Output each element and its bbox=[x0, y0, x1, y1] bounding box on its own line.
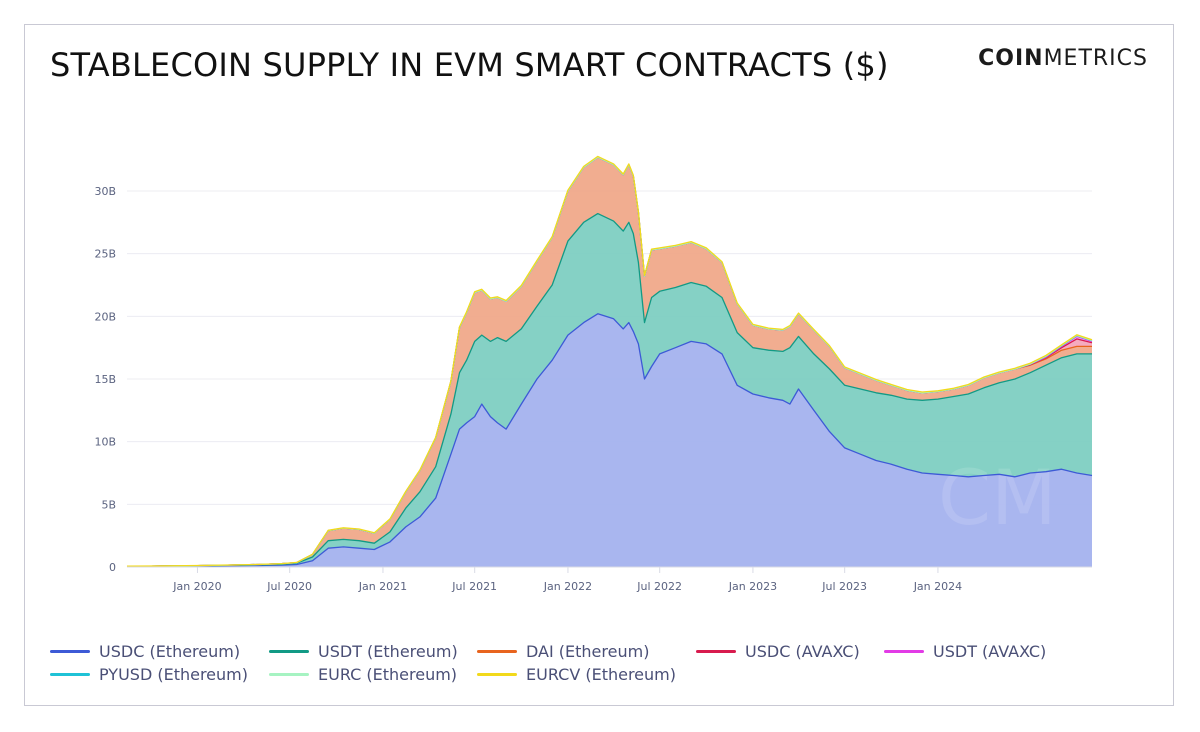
legend-label: PYUSD (Ethereum) bbox=[99, 664, 248, 684]
chart-legend: USDC (Ethereum) USDT (Ethereum) DAI (Ether… bbox=[50, 640, 1150, 700]
brand-logo-light: METRICS bbox=[1043, 46, 1148, 71]
legend-item[interactable]: USDC (Ethereum) bbox=[50, 640, 240, 662]
y-tick-label: 10B bbox=[94, 436, 116, 449]
legend-item[interactable]: DAI (Ethereum) bbox=[477, 640, 649, 662]
stacked-area-chart: CM 0 5B 10B 15B 20B 25B 30B Jan 2020 Jul 2020 Jan… bbox=[94, 155, 1093, 593]
series-line-layer bbox=[126, 155, 1093, 568]
series-line-7 bbox=[126, 155, 1093, 567]
series-area-1 bbox=[127, 213, 1092, 567]
legend-label: USDC (Ethereum) bbox=[99, 641, 241, 661]
x-tick-label: Jan 2022 bbox=[543, 580, 592, 593]
x-tick-label: Jul 2022 bbox=[636, 580, 682, 593]
legend-item[interactable]: USDT (AVAXC) bbox=[884, 640, 1046, 662]
y-tick-label: 25B bbox=[94, 248, 116, 261]
legend-item[interactable]: USDC (AVAXC) bbox=[696, 640, 860, 662]
x-tick-label: Jan 2020 bbox=[172, 580, 221, 593]
series-area-0 bbox=[127, 313, 1092, 567]
x-tick-label: Jul 2023 bbox=[821, 580, 867, 593]
y-tick-label: 0 bbox=[109, 561, 116, 574]
legend-swatch bbox=[477, 649, 517, 653]
y-tick-label: 30B bbox=[94, 185, 116, 198]
brand-logo: COINMETRICS bbox=[978, 46, 1148, 71]
area-series-layer bbox=[127, 156, 1092, 567]
legend-label: EURCV (Ethereum) bbox=[526, 664, 676, 684]
x-tick-label: Jul 2020 bbox=[266, 580, 312, 593]
legend-item[interactable]: PYUSD (Ethereum) bbox=[50, 663, 248, 685]
legend-label: USDT (Ethereum) bbox=[318, 641, 458, 661]
x-tick-label: Jan 2023 bbox=[728, 580, 777, 593]
legend-label: EURC (Ethereum) bbox=[318, 664, 458, 684]
legend-swatch bbox=[269, 649, 309, 653]
series-line-1 bbox=[126, 212, 1092, 567]
legend-item[interactable]: USDT (Ethereum) bbox=[269, 640, 458, 662]
y-tick-label: 5B bbox=[101, 498, 116, 511]
legend-swatch bbox=[269, 672, 309, 676]
legend-item[interactable]: EURC (Ethereum) bbox=[269, 663, 457, 685]
x-tick-label: Jan 2024 bbox=[913, 580, 962, 593]
legend-swatch bbox=[477, 672, 517, 676]
series-line-0 bbox=[126, 313, 1093, 568]
axis-labels: 0 5B 10B 15B 20B 25B 30B Jan 2020 Jul 2020 Jan 20… bbox=[94, 185, 1092, 593]
watermark-logo: CM bbox=[938, 453, 1057, 542]
chart-title: STABLECOIN SUPPLY IN EVM SMART CONTRACTS… bbox=[50, 46, 889, 84]
legend-swatch bbox=[884, 649, 924, 653]
legend-label: USDC (AVAXC) bbox=[745, 641, 860, 661]
legend-swatch bbox=[696, 649, 736, 653]
legend-label: DAI (Ethereum) bbox=[526, 641, 650, 661]
x-tick-label: Jan 2021 bbox=[358, 580, 407, 593]
y-tick-label: 20B bbox=[94, 310, 116, 323]
legend-swatch bbox=[50, 649, 90, 653]
legend-swatch bbox=[50, 672, 90, 676]
legend-label: USDT (AVAXC) bbox=[933, 641, 1047, 661]
legend-item[interactable]: EURCV (Ethereum) bbox=[477, 663, 676, 685]
y-tick-label: 15B bbox=[94, 373, 116, 386]
brand-logo-bold: COIN bbox=[978, 46, 1044, 71]
x-tick-label: Jul 2021 bbox=[451, 580, 497, 593]
